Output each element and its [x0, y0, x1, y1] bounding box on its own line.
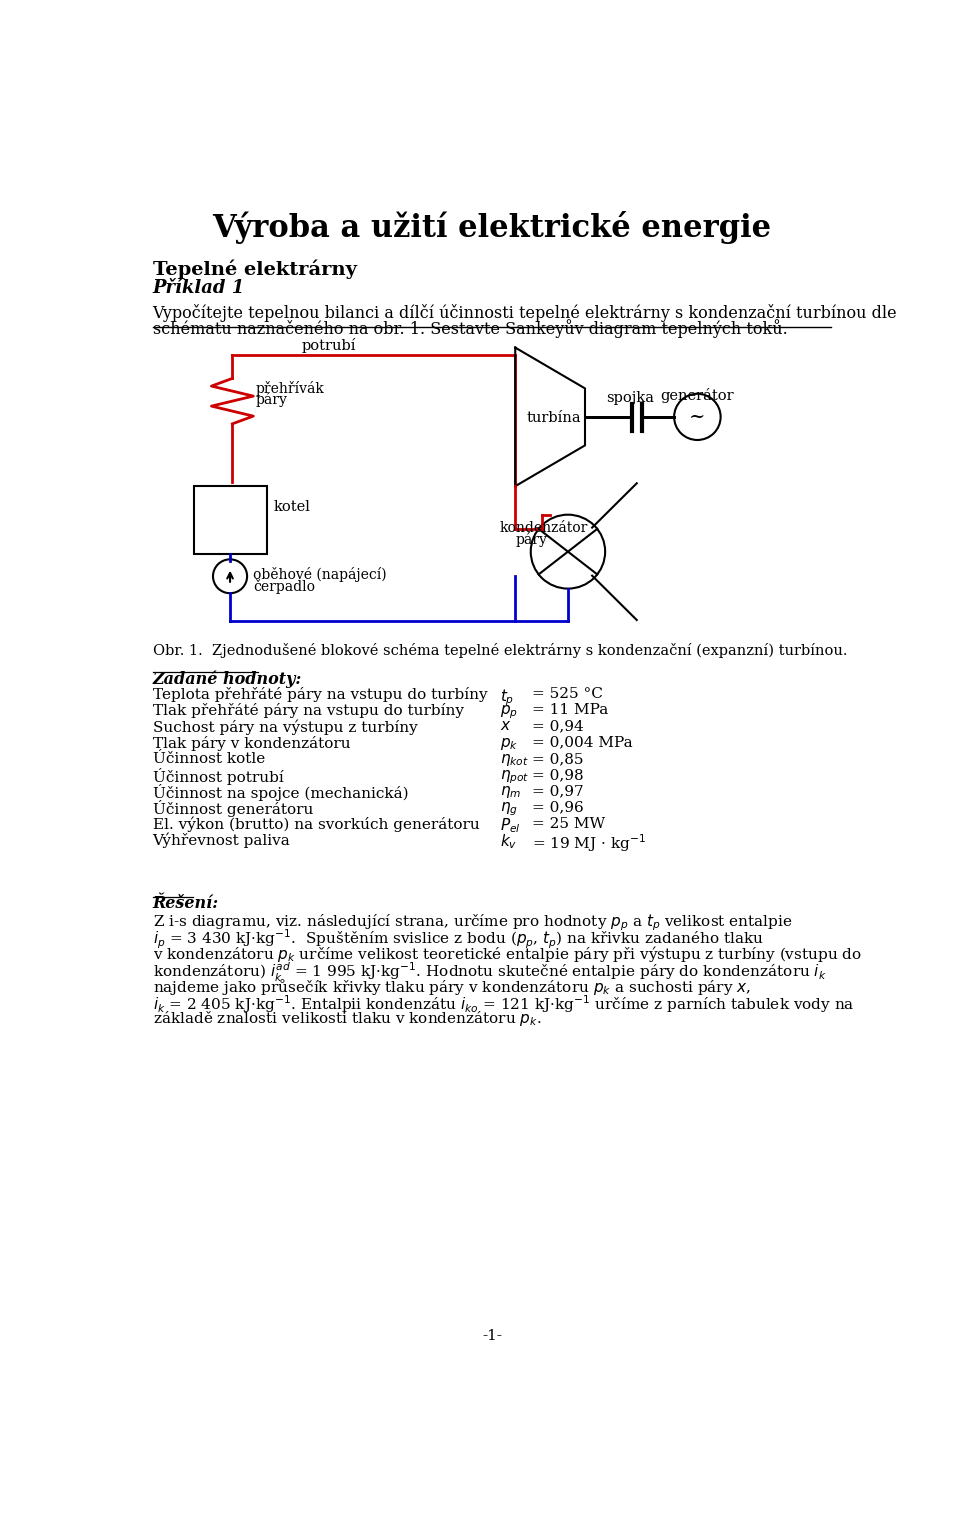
Text: $\eta_{kot}$: $\eta_{kot}$ [500, 752, 529, 768]
Text: $P_{el}$: $P_{el}$ [500, 816, 520, 836]
Text: Řešení:: Řešení: [153, 895, 219, 912]
Text: Suchost páry na výstupu z turbíny: Suchost páry na výstupu z turbíny [153, 719, 418, 736]
Text: $\eta_m$: $\eta_m$ [500, 784, 521, 799]
Text: $i_p$ = 3 430 kJ·kg$^{-1}$.  Spuštěním svislice z bodu ($p_p$, $t_p$) na křivku : $i_p$ = 3 430 kJ·kg$^{-1}$. Spuštěním sv… [153, 928, 763, 951]
Text: Účinnost potrubí: Účinnost potrubí [153, 768, 283, 784]
Text: Zadané hodnoty:: Zadané hodnoty: [153, 671, 301, 687]
Text: turbína: turbína [527, 411, 582, 425]
Text: přehřívák: přehřívák [255, 381, 324, 396]
Text: najdeme jako průsečík křivky tlaku páry v kondenzátoru $p_k$ a suchosti páry $x$: najdeme jako průsečík křivky tlaku páry … [153, 977, 751, 997]
Text: Obr. 1.  Zjednodušené blokové schéma tepelné elektrárny s kondenzační (expanzní): Obr. 1. Zjednodušené blokové schéma tepe… [153, 643, 847, 657]
Text: $t_p$: $t_p$ [500, 687, 514, 708]
Text: páry: páry [255, 393, 287, 407]
Text: = 0,98: = 0,98 [532, 768, 584, 781]
Text: $\eta_g$: $\eta_g$ [500, 801, 517, 818]
Text: schématu naznačeného na obr. 1. Sestavte Sankeyův diagram tepelných toků.: schématu naznačeného na obr. 1. Sestavte… [153, 319, 787, 338]
Text: Tlak páry v kondenzátoru: Tlak páry v kondenzátoru [153, 736, 350, 751]
Text: $p_k$: $p_k$ [500, 736, 518, 751]
Text: Příklad 1: Příklad 1 [153, 279, 245, 297]
Text: $p_p$: $p_p$ [500, 704, 517, 721]
Text: kondenzátor: kondenzátor [500, 520, 588, 536]
Text: Tepelné elektrárny: Tepelné elektrárny [153, 259, 356, 279]
Text: oběhové (napájecí): oběhové (napájecí) [253, 567, 387, 583]
Text: $x$: $x$ [500, 719, 512, 734]
Text: = 0,97: = 0,97 [532, 784, 584, 798]
Text: Výhřevnost paliva: Výhřevnost paliva [153, 833, 290, 848]
Text: potrubí: potrubí [302, 338, 356, 353]
Text: základě znalosti velikosti tlaku v kondenzátoru $p_k$.: základě znalosti velikosti tlaku v konde… [153, 1009, 541, 1029]
Text: Z i-s diagramu, viz. následující strana, určíme pro hodnoty $p_p$ a $t_p$ veliko: Z i-s diagramu, viz. následující strana,… [153, 912, 792, 933]
Text: = 0,96: = 0,96 [532, 801, 584, 815]
Text: = 0,85: = 0,85 [532, 752, 584, 766]
Text: páry: páry [516, 532, 547, 548]
Text: -1-: -1- [482, 1329, 502, 1344]
Text: $k_v$: $k_v$ [500, 833, 517, 851]
Text: = 0,004 MPa: = 0,004 MPa [532, 736, 633, 749]
Text: $\eta_{pot}$: $\eta_{pot}$ [500, 768, 529, 786]
Text: kondenzátoru) $i_k^{ad}$ = 1 995 kJ·kg$^{-1}$. Hodnotu skutečné entalpie páry do: kondenzátoru) $i_k^{ad}$ = 1 995 kJ·kg$^… [153, 960, 827, 983]
Text: spojka: spojka [606, 391, 654, 405]
Text: generátor: generátor [660, 388, 734, 404]
Text: = 25 MW: = 25 MW [532, 816, 606, 830]
Bar [194, 485, 267, 554]
Text: El. výkon (brutto) na svorkúch generátoru: El. výkon (brutto) na svorkúch generáto… [153, 816, 479, 831]
Text: = 0,94: = 0,94 [532, 719, 584, 734]
Text: Účinnost na spojce (mechanická): Účinnost na spojce (mechanická) [153, 784, 408, 801]
Text: $i_k$ = 2 405 kJ·kg$^{-1}$. Entalpii kondenzátu $i_{ko}$ = 121 kJ·kg$^{-1}$ určí: $i_k$ = 2 405 kJ·kg$^{-1}$. Entalpii kon… [153, 992, 854, 1015]
Text: = 525 °C: = 525 °C [532, 687, 603, 701]
Text: Tlak přehřáté páry na vstupu do turbíny: Tlak přehřáté páry na vstupu do turbíny [153, 704, 464, 719]
Text: kotel: kotel [274, 501, 310, 514]
Text: Výroba a užití elektrické energie: Výroba a užití elektrické energie [212, 211, 772, 244]
Text: v kondenzátoru $p_k$ určíme velikost teoretické entalpie páry při výstupu z turb: v kondenzátoru $p_k$ určíme velikost teo… [153, 945, 861, 965]
Text: ~: ~ [689, 408, 706, 426]
Text: = 19 MJ $\cdot$ kg$^{-1}$: = 19 MJ $\cdot$ kg$^{-1}$ [532, 833, 646, 854]
Text: Účinnost generátoru: Účinnost generátoru [153, 801, 313, 818]
Text: Účinnost kotle: Účinnost kotle [153, 752, 265, 766]
Text: Vypočítejte tepelnou bilanci a dílčí účinnosti tepelné elektrárny s kondenzační : Vypočítejte tepelnou bilanci a dílčí úči… [153, 303, 898, 322]
Text: = 11 MPa: = 11 MPa [532, 704, 609, 718]
Text: Teplota přehřáté páry na vstupu do turbíny: Teplota přehřáté páry na vstupu do turbí… [153, 687, 487, 702]
Text: čerpadlo: čerpadlo [253, 578, 315, 593]
